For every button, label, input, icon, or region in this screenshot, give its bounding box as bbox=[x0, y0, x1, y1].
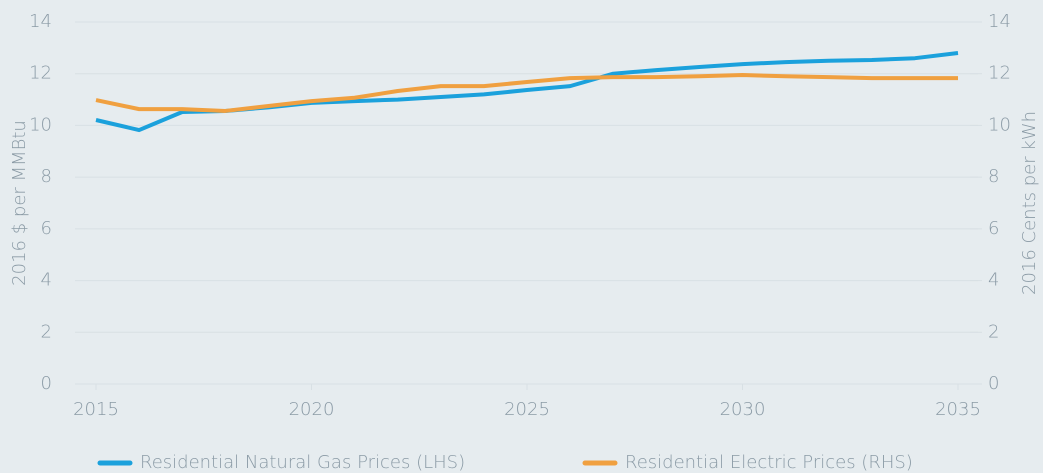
y2-tick-label: 8 bbox=[988, 166, 999, 187]
y2-axis-label: 2016 Cents per kWh bbox=[1019, 111, 1040, 295]
y-tick-label: 12 bbox=[29, 63, 52, 84]
x-tick-label: 2025 bbox=[504, 399, 550, 420]
y-tick-label: 4 bbox=[41, 270, 52, 291]
x-tick-label: 2015 bbox=[73, 399, 119, 420]
x-tick-label: 2035 bbox=[935, 399, 981, 420]
series-line bbox=[95, 73, 958, 113]
y-tick-label: 6 bbox=[41, 218, 52, 239]
y-tick-label: 14 bbox=[29, 11, 52, 32]
y2-tick-label: 0 bbox=[988, 373, 999, 394]
y-axis-label: 2016 $ per MMBtu bbox=[9, 120, 30, 286]
x-tick-label: 2020 bbox=[289, 399, 335, 420]
y-tick-label: 10 bbox=[29, 114, 52, 135]
y2-tick-label: 14 bbox=[988, 11, 1011, 32]
y2-tick-label: 2 bbox=[988, 321, 999, 342]
y2-tick-label: 12 bbox=[988, 63, 1011, 84]
y2-tick-label: 6 bbox=[988, 218, 999, 239]
y2-tick-label: 10 bbox=[988, 114, 1011, 135]
y2-tick-label: 4 bbox=[988, 270, 999, 291]
x-tick-label: 2030 bbox=[720, 399, 766, 420]
legend-label: Residential Electric Prices (RHS) bbox=[625, 452, 913, 473]
y-tick-label: 0 bbox=[41, 373, 52, 394]
legend-label: Residential Natural Gas Prices (LHS) bbox=[140, 452, 465, 473]
y-tick-label: 8 bbox=[41, 166, 52, 187]
y-tick-label: 2 bbox=[41, 321, 52, 342]
